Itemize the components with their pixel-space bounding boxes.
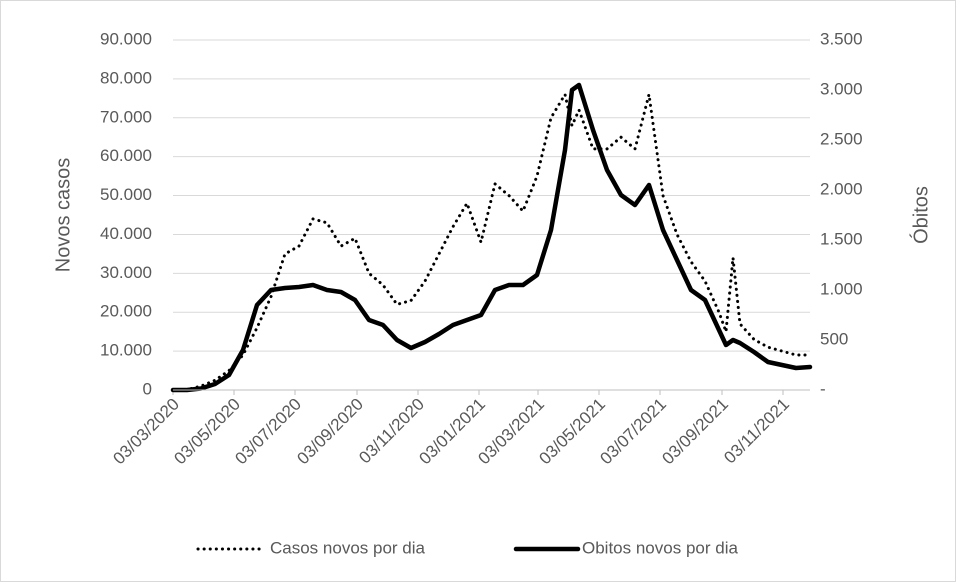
legend-label: Casos novos por dia [270, 538, 426, 557]
legend-label: Obitos novos por dia [582, 538, 738, 557]
y2-tick-label: 1.000 [820, 279, 863, 298]
y-tick-label: 30.000 [100, 263, 152, 282]
y-tick-label: 50.000 [100, 185, 152, 204]
series-line [170, 82, 813, 393]
y-tick-label: 0 [143, 379, 152, 398]
y2-tick-label: 500 [820, 329, 848, 348]
y2-axis-title: Óbitos [909, 186, 932, 244]
y2-tick-label: 3.000 [820, 79, 863, 98]
y-axis-title: Novos casos [52, 158, 74, 273]
y-tick-label: 10.000 [100, 341, 152, 360]
y2-tick-label: 2.000 [820, 179, 863, 198]
y-tick-label: 60.000 [100, 146, 152, 165]
y2-tick-label: 1.500 [820, 229, 863, 248]
y2-tick-label: 3.500 [820, 29, 863, 48]
y-tick-label: 80.000 [100, 68, 152, 87]
y-tick-label: 40.000 [100, 224, 152, 243]
y2-tick-label: - [820, 379, 826, 398]
series-line [171, 92, 812, 392]
y-tick-label: 90.000 [100, 29, 152, 48]
y-tick-label: 20.000 [100, 302, 152, 321]
y-tick-label: 70.000 [100, 107, 152, 126]
y2-tick-label: 2.500 [820, 129, 863, 148]
